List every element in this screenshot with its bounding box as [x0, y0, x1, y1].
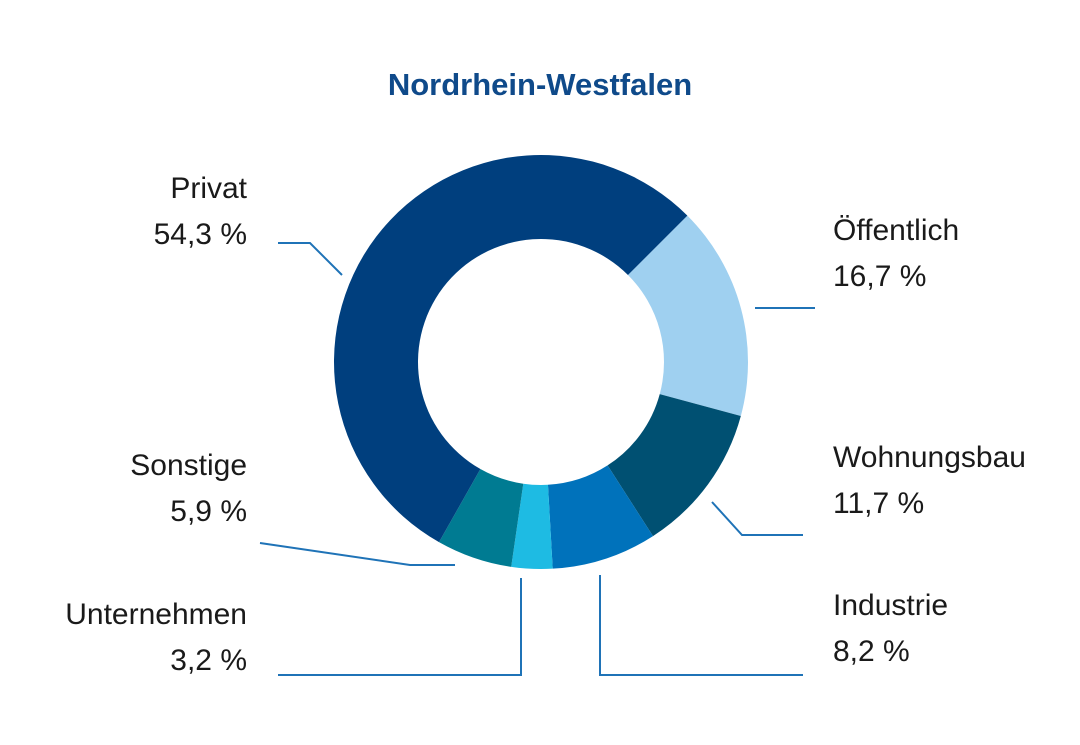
slice-sonstige: [439, 469, 524, 567]
leader-lines: [259, 242, 815, 676]
label-sonstige: Sonstige: [130, 449, 247, 482]
leader-line-unternehmen: [278, 578, 522, 676]
value-sonstige: 5,9 %: [170, 495, 247, 528]
value-privat: 54,3 %: [154, 218, 247, 251]
slice-labels: Öffentlich 16,7 % Wohnungsbau 11,7 % Ind…: [65, 172, 1026, 677]
slice-oeffentlich: [627, 215, 748, 416]
leader-line-industrie: [599, 575, 803, 676]
leader-line-sonstige: [259, 542, 455, 566]
slice-unternehmen: [511, 483, 553, 569]
slice-industrie: [547, 465, 654, 569]
leader-line-privat: [278, 242, 343, 276]
label-wohnungsbau: Wohnungsbau: [833, 441, 1026, 474]
value-wohnungsbau: 11,7 %: [833, 487, 924, 520]
slice-privat: [334, 155, 688, 543]
label-privat: Privat: [170, 172, 247, 205]
chart-title: Nordrhein-Westfalen: [388, 67, 692, 102]
donut-slices: [334, 155, 748, 569]
value-oeffentlich: 16,7 %: [833, 260, 926, 293]
label-unternehmen: Unternehmen: [65, 598, 247, 631]
leader-line-wohnungsbau: [711, 501, 803, 536]
value-industrie: 8,2 %: [833, 635, 910, 668]
slice-wohnungsbau: [607, 394, 741, 537]
label-oeffentlich: Öffentlich: [833, 214, 959, 247]
value-unternehmen: 3,2 %: [170, 644, 247, 677]
label-industrie: Industrie: [833, 589, 948, 622]
